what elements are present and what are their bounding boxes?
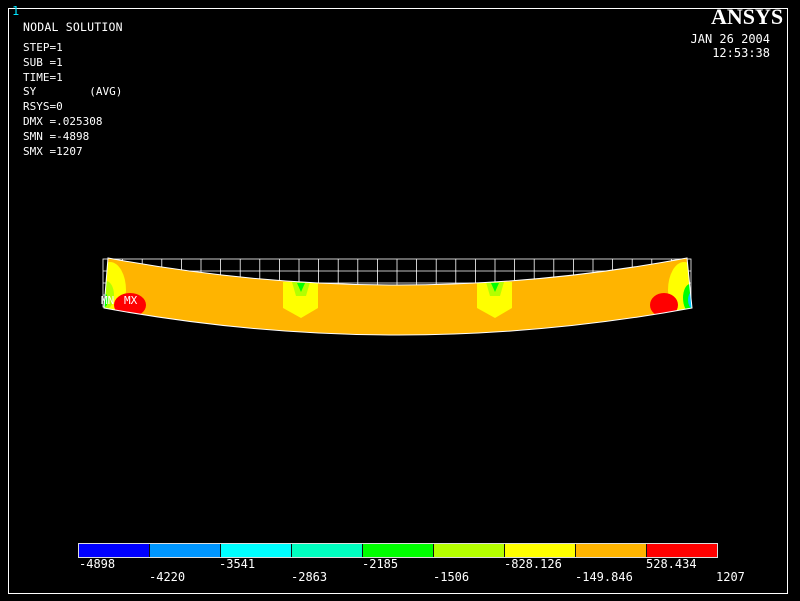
info-substep: SUB =1 (23, 55, 63, 69)
contour-legend-bar (78, 543, 718, 558)
timestamp: JAN 26 2004 12:53:38 (691, 32, 770, 60)
legend-label: -4898 (79, 557, 116, 571)
info-component: SY (AVG) (23, 85, 123, 99)
legend-band-4 (292, 544, 363, 557)
deformed-outline (103, 257, 693, 336)
legend-label: -2185 (362, 557, 399, 571)
legend-band-3 (221, 544, 292, 557)
info-time: TIME=1 (23, 70, 63, 84)
time-text: 12:53:38 (712, 46, 770, 60)
legend-label: 1207 (716, 570, 745, 584)
plot-title: NODAL SOLUTION (23, 20, 123, 34)
viewport-frame (8, 8, 788, 594)
info-dmx: DMX =.025308 (23, 114, 103, 128)
legend-label: 528.434 (646, 557, 697, 571)
info-step: STEP=1 (23, 41, 63, 54)
legend-band-2 (150, 544, 221, 557)
legend-band-5 (363, 544, 434, 557)
legend-label: -4220 (149, 570, 186, 584)
min-marker: MN (101, 294, 114, 307)
legend-label: -1506 (433, 570, 470, 584)
legend-band-7 (505, 544, 576, 557)
logo-text: ANSYS (711, 4, 783, 29)
legend-band-9 (647, 544, 717, 557)
legend-label: -828.126 (504, 557, 562, 571)
legend-band-6 (434, 544, 505, 557)
info-smx: SMX =1207 (23, 144, 83, 158)
legend-band-1 (79, 544, 150, 557)
info-smn: SMN =-4898 (23, 129, 90, 143)
date-text: JAN 26 2004 (690, 32, 770, 46)
info-rsys: RSYS=0 (23, 100, 63, 114)
legend-label: -149.846 (575, 570, 633, 584)
window-number: 1 (12, 4, 20, 18)
solution-info: STEP=1 SUB =1 TIME=1 SY (AVG) RSYS=0 DMX… (23, 41, 122, 159)
max-marker: MX (124, 294, 138, 307)
legend-label: -2863 (291, 570, 328, 584)
ansys-logo: ANSYS (711, 4, 783, 29)
legend-band-8 (576, 544, 647, 557)
legend-label: -3541 (219, 557, 256, 571)
